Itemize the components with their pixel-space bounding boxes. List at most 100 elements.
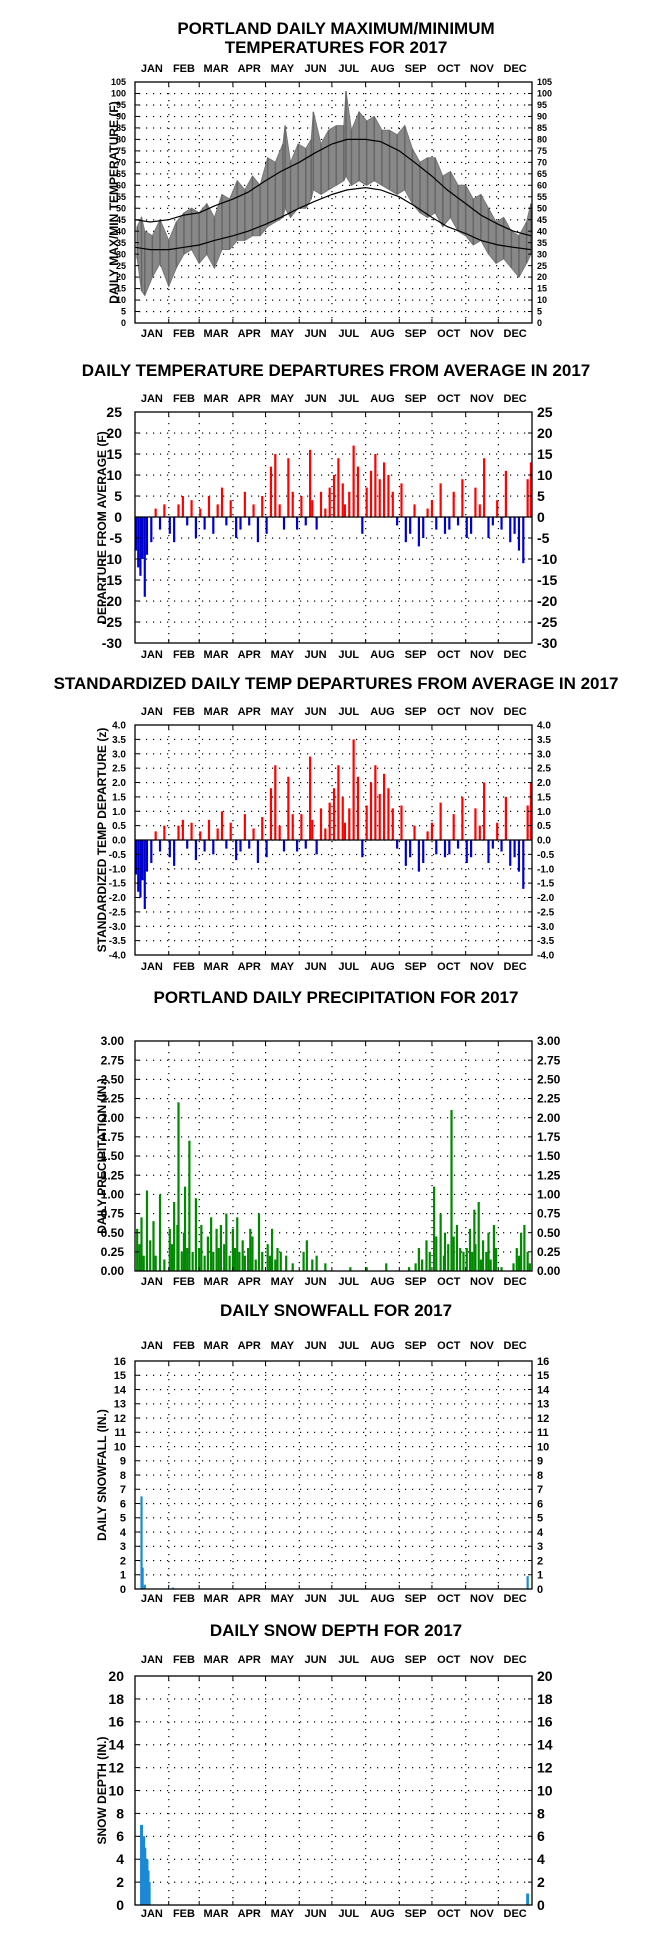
- grid-dot: [321, 276, 323, 278]
- grid-dot: [398, 276, 400, 278]
- grid-dot: [209, 311, 211, 313]
- grid-dot: [168, 1136, 170, 1138]
- grid-dot: [482, 1059, 484, 1061]
- grid-dot: [153, 868, 155, 870]
- month-label-top: JUL: [338, 63, 359, 75]
- grid-dot: [419, 810, 421, 812]
- grid-dot: [398, 121, 401, 123]
- grid-dot: [202, 150, 204, 152]
- grid-dot: [489, 161, 491, 164]
- grid-dot: [431, 925, 433, 927]
- grid-dot: [314, 537, 316, 539]
- grid-dot: [365, 939, 367, 941]
- grid-dot: [496, 1193, 498, 1196]
- grid-dot: [363, 1213, 365, 1215]
- grid-dot: [510, 1098, 512, 1100]
- grid-dot: [342, 911, 344, 913]
- grid-dot: [258, 1193, 260, 1196]
- grid-dot: [331, 430, 333, 432]
- y-tick-label-left: 40: [116, 226, 126, 236]
- grid-dot: [412, 453, 414, 455]
- grid-dot: [188, 558, 190, 560]
- grid-dot: [244, 940, 246, 942]
- grid-dot: [342, 265, 344, 267]
- grid-dot: [398, 904, 401, 906]
- grid-dot: [265, 738, 267, 741]
- grid-dot: [174, 288, 176, 290]
- grid-dot: [335, 230, 337, 232]
- grid-dot: [335, 276, 337, 278]
- grid-dot: [384, 230, 386, 232]
- grid-dot: [391, 782, 393, 784]
- grid-dot: [232, 416, 234, 418]
- grid-dot: [139, 1193, 141, 1196]
- grid-dot: [447, 104, 449, 106]
- grid-dot: [447, 242, 449, 244]
- grid-dot: [440, 311, 442, 313]
- grid-dot: [232, 729, 234, 731]
- grid-dot: [496, 1213, 498, 1215]
- y-tick-label-left: -1.0: [109, 864, 127, 875]
- grid-dot: [298, 303, 300, 305]
- grid-dot: [331, 813, 333, 815]
- grid-dot: [168, 430, 170, 432]
- grid-dot: [251, 796, 253, 798]
- grid-dot: [307, 767, 309, 769]
- grid-dot: [168, 191, 170, 193]
- grid-dot: [454, 432, 456, 434]
- grid-dot: [412, 853, 414, 856]
- grid-dot: [517, 453, 519, 455]
- grid-dot: [431, 100, 433, 102]
- grid-dot: [510, 104, 512, 106]
- grid-dot: [497, 820, 499, 822]
- grid-dot: [198, 184, 200, 186]
- grid-dot: [384, 242, 386, 244]
- grid-dot: [431, 633, 433, 635]
- grid-dot: [475, 92, 477, 95]
- grid-dot: [265, 458, 267, 460]
- grid-dot: [160, 1155, 162, 1157]
- grid-dot: [139, 925, 141, 927]
- grid-dot: [314, 738, 316, 741]
- data-bar: [137, 517, 140, 568]
- grid-dot: [314, 288, 316, 290]
- grid-dot: [419, 1174, 421, 1176]
- grid-dot: [365, 289, 367, 291]
- grid-dot: [160, 579, 162, 581]
- grid-dot: [447, 474, 449, 476]
- grid-dot: [365, 416, 367, 418]
- grid-dot: [198, 275, 200, 277]
- data-bar: [439, 802, 442, 840]
- grid-dot: [279, 1098, 281, 1100]
- grid-dot: [349, 1213, 351, 1215]
- grid-dot: [331, 619, 333, 621]
- grid-dot: [497, 925, 499, 927]
- grid-dot: [391, 796, 393, 798]
- grid-dot: [198, 890, 200, 892]
- grid-dots: [139, 1045, 526, 1264]
- grid-dot: [454, 767, 456, 769]
- y-tick-label-left: -5: [110, 530, 123, 546]
- grid-dot: [335, 432, 337, 434]
- grid-dot: [398, 757, 401, 759]
- grid-dot: [265, 135, 267, 137]
- grid-dot: [251, 882, 253, 884]
- grid-dot: [272, 1098, 274, 1100]
- grid-dot: [405, 495, 407, 497]
- grid-dot: [232, 876, 234, 878]
- grid-dot: [342, 537, 344, 539]
- grid-dot: [168, 918, 170, 920]
- grid-dot: [497, 444, 499, 446]
- y-tick-label-right: 105: [537, 77, 552, 87]
- grid-dot: [461, 1098, 463, 1100]
- grid-dot: [391, 242, 393, 244]
- grid-dot: [298, 1234, 300, 1236]
- grid-dot: [300, 1155, 302, 1157]
- grid-dot: [412, 432, 414, 434]
- grid-dot: [365, 897, 367, 899]
- grid-dot: [198, 827, 200, 829]
- grid-dot: [198, 542, 200, 544]
- grid-dot: [153, 127, 155, 129]
- data-bar: [261, 817, 264, 840]
- grid-dot: [209, 196, 211, 198]
